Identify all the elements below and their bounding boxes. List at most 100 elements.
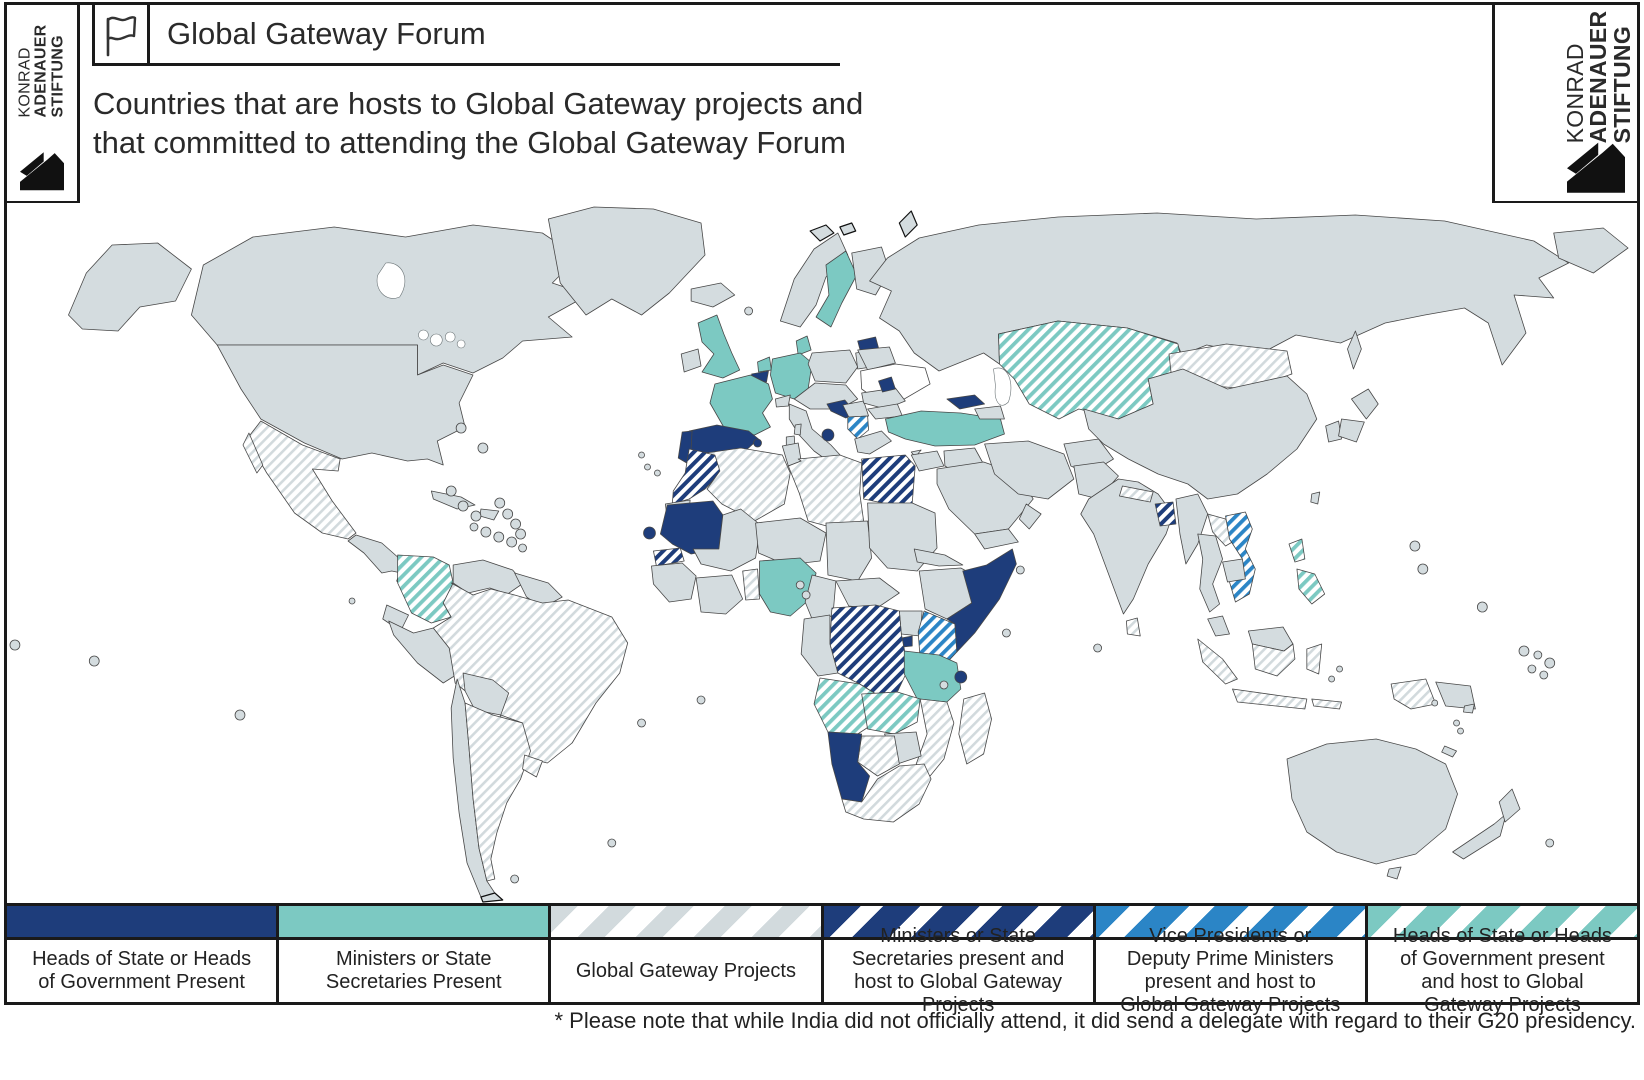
country-nigeria [759,557,817,617]
kas-line-adenauer: ADENAUER [32,24,50,118]
country-philippines-south [1296,568,1326,605]
guinea-region [651,562,697,603]
java [1232,688,1308,710]
country-uruguay [522,754,543,778]
pacific-island [1417,563,1429,575]
page-title: Global Gateway Forum [167,16,486,51]
gulf-of-guinea-island [801,590,811,600]
caspian-sea [993,367,1012,406]
country-argentina [464,702,531,882]
tasmania [1386,866,1402,880]
country-united-kingdom [697,314,741,379]
kas-triangle-logo-icon [1567,142,1625,193]
pacific-island [1539,670,1549,680]
tierra-del-fuego [480,892,504,903]
atlantic-island [637,718,646,728]
country-iran [984,440,1075,500]
title-band: Global Gateway Forum [150,2,840,66]
armenia-azerbaijan [974,405,1005,420]
flag-icon-box [92,2,150,66]
legend-item-ministers-present: Ministers or State Secretaries Present [279,906,552,1002]
country-japan [1351,388,1379,420]
bermuda [477,442,489,454]
galapagos [348,597,356,605]
legend-item-gg-projects: Global Gateway Projects [551,906,824,1002]
country-mexico [246,420,357,540]
maluku-island [1328,675,1335,683]
legend-swatch-hatch-navy [823,906,1093,940]
country-somalia [946,548,1017,653]
country-china [1083,368,1318,500]
subtitle-line-2: that committed to attending the Global G… [93,125,846,160]
subtitle-line-1: Countries that are hosts to Global Gatew… [93,86,864,121]
falkland-islands [510,874,520,884]
new-zealand-south [1452,813,1507,860]
country-south-africa [841,763,932,823]
central-america [347,534,403,574]
pacific-island [9,639,21,651]
ivory-coast-ghana [695,574,744,615]
legend-swatch-solid-navy [7,906,277,940]
country-thailand [1197,533,1223,613]
country-colombia [397,554,454,624]
legend-label: Heads of State or Heads of Government Pr… [32,948,252,993]
pacific-island [1518,645,1530,657]
country-togo-benin [742,568,760,601]
maluku-island [1336,665,1343,673]
country-france [709,374,773,436]
country-greece [854,430,892,455]
pacific-island [234,709,246,721]
kas-logo-text: KONRAD ADENAUER STIFTUNG [1561,10,1635,144]
country-bangladesh [1154,501,1177,527]
country-yemen [974,528,1019,550]
country-alaska [68,242,192,332]
kas-line-adenauer: ADENAUER [1584,10,1611,144]
novaya-zemlya [898,210,918,238]
taiwan [1310,491,1321,505]
great-lake [418,329,429,341]
country-tanzania [903,650,962,703]
continents [9,206,1629,903]
west-papua [1390,678,1437,710]
chukotka [1553,227,1629,274]
kas-logo-box-left: KONRAD ADENAUER STIFTUNG [4,2,80,204]
balearic-islands [753,438,762,448]
kas-logo-text: KONRAD ADENAUER STIFTUNG [16,24,67,118]
country-oman [1018,503,1042,530]
legend-item-heads-present: Heads of State or Heads of Government Pr… [7,906,280,1002]
svalbard-islands [809,222,857,242]
country-zambia [861,691,921,735]
country-iceland [690,282,736,308]
country-albania-north-macedonia [847,415,869,440]
country-turkey [885,410,1005,447]
lesser-sunda [1311,698,1342,710]
country-mauritania [659,500,724,555]
country-poland [807,349,859,384]
country-ireland [680,348,702,373]
maldives [1093,643,1102,653]
fiji [1463,703,1475,714]
kas-logo-box-right: KONRAD ADENAUER STIFTUNG [1492,2,1640,204]
country-georgia [946,394,985,410]
pacific-island [88,655,100,667]
kas-line-stiftung: STIFTUNG [1608,25,1635,144]
country-australia [1286,738,1458,865]
country-sri-lanka [1125,617,1141,637]
country-usa [216,344,474,466]
hudson-bay [376,262,406,299]
pacific-island [1453,719,1460,727]
pacific-island [1476,601,1488,613]
country-hispaniola [479,508,500,521]
country-switzerland [775,394,791,408]
sakhalin [1347,330,1362,370]
country-egypt [861,454,916,507]
great-lake [456,339,466,349]
legend-swatch-hatch-blue [1095,906,1365,940]
pacific-island [1533,650,1543,660]
country-greenland [547,206,706,316]
eritrea-djibouti [913,548,964,567]
kas-line-konrad: KONRAD [16,47,34,118]
country-cambodia [1222,558,1246,583]
legend-swatch-hatch-grey [551,906,821,940]
